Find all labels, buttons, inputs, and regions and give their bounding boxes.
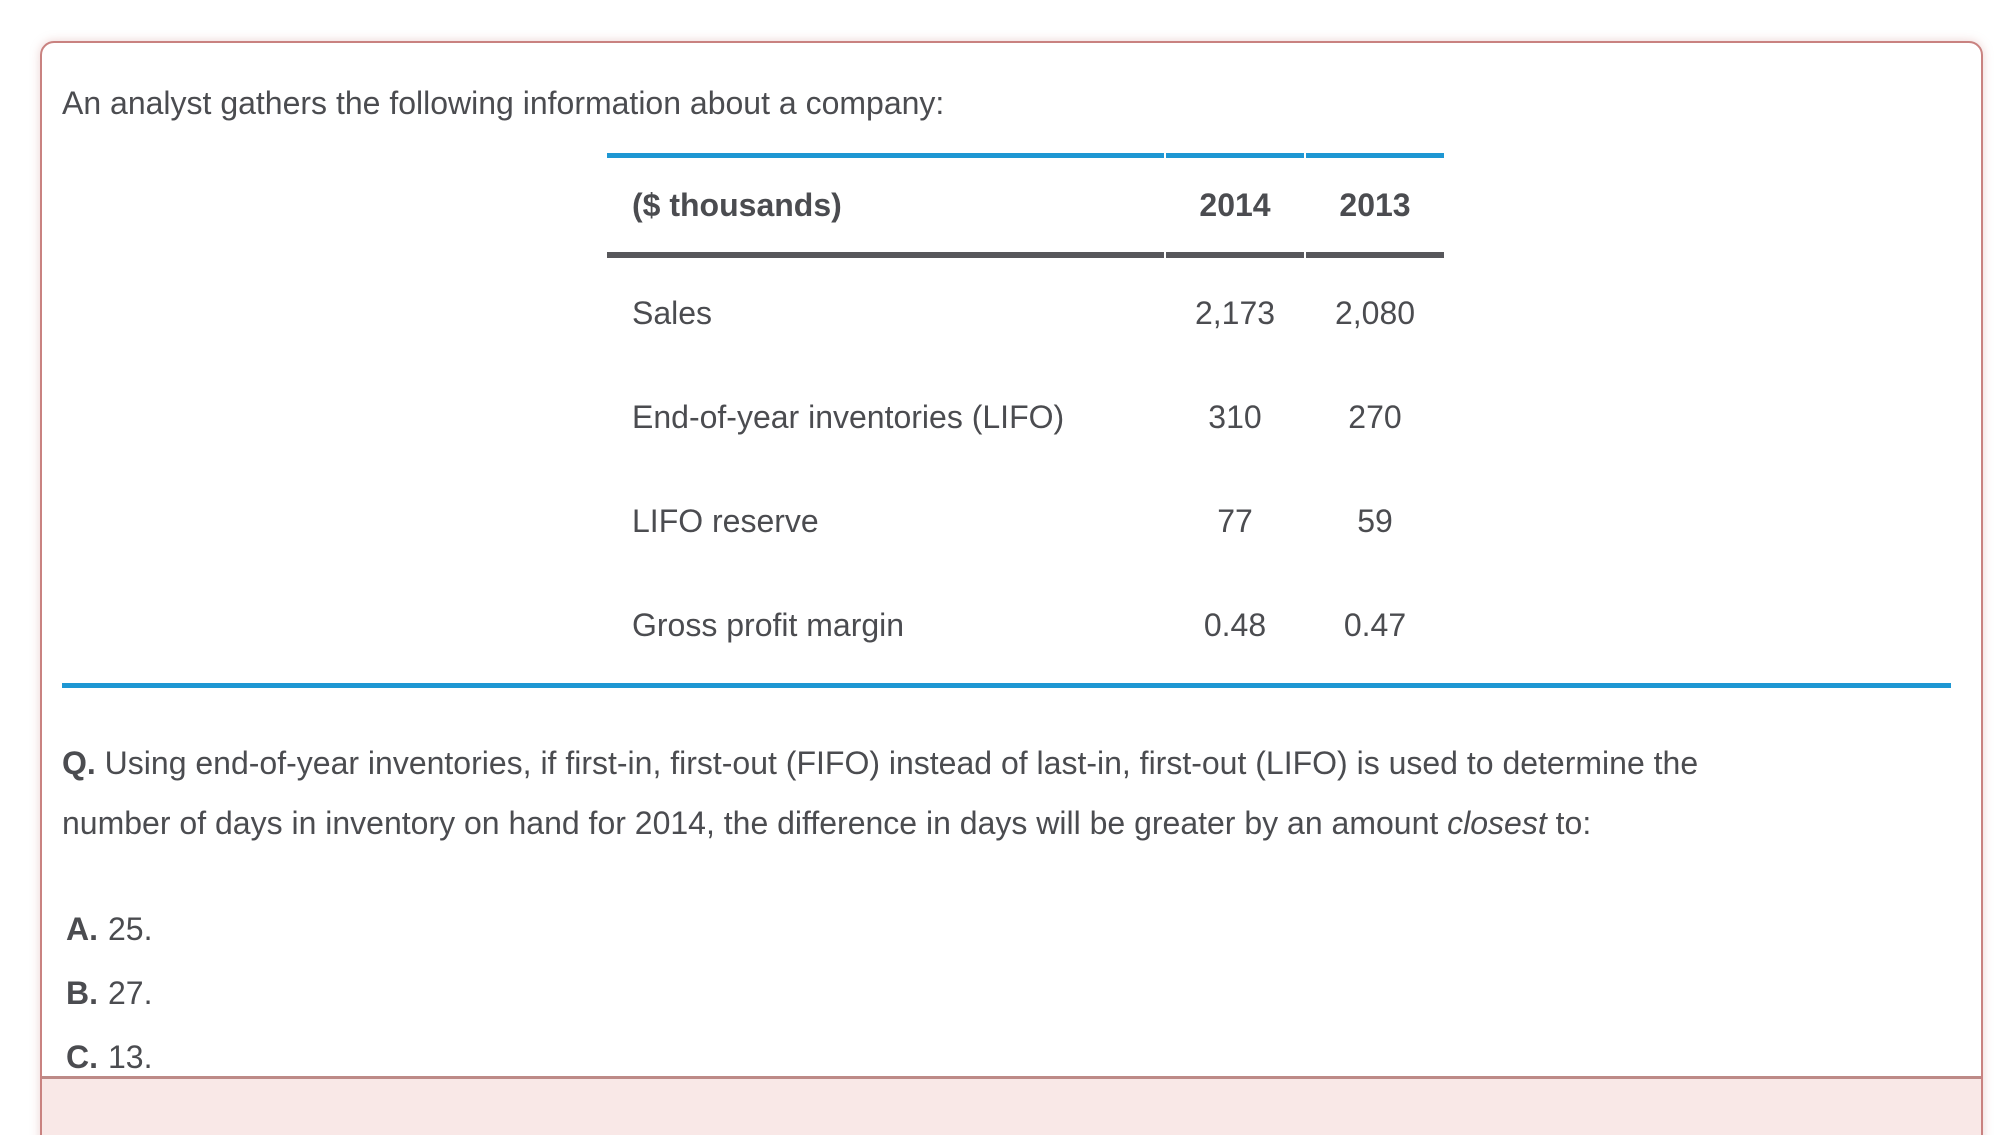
row-value-2013: 270 xyxy=(1348,399,1402,435)
question-line-2: number of days in inventory on hand for … xyxy=(62,793,1951,853)
row-label: Gross profit margin xyxy=(632,607,905,643)
option-letter: B. xyxy=(66,975,98,1011)
table-row: Sales 2,173 2,080 xyxy=(607,258,1444,362)
table-header-2014: 2014 xyxy=(1166,153,1304,258)
answer-option-a[interactable]: A. 25. xyxy=(66,909,1981,949)
table-row: LIFO reserve 77 59 xyxy=(607,466,1444,570)
row-value-2013: 0.47 xyxy=(1343,607,1407,643)
option-letter: C. xyxy=(66,1039,98,1075)
intro-text: An analyst gathers the following informa… xyxy=(62,85,945,121)
table-header-units: ($ thousands) xyxy=(607,153,1164,258)
row-value-2014: 2,173 xyxy=(1194,295,1276,331)
option-text: 27. xyxy=(108,975,153,1011)
option-text: 13. xyxy=(108,1039,153,1075)
emphasis-word: closest xyxy=(1447,805,1547,841)
answer-options: A. 25. B. 27. C. 13. xyxy=(66,909,1981,1077)
row-value-2013: 59 xyxy=(1357,503,1393,539)
financial-table: ($ thousands) 2014 2013 Sales 2,173 2,08… xyxy=(605,153,1446,674)
row-label: End-of-year inventories (LIFO) xyxy=(632,399,1065,435)
table-header-2013: 2013 xyxy=(1306,153,1444,258)
row-value-2013: 2,080 xyxy=(1334,295,1416,331)
row-value-2014: 310 xyxy=(1208,399,1262,435)
section-divider-rule xyxy=(62,683,1951,688)
answer-option-b[interactable]: B. 27. xyxy=(66,973,1981,1013)
question-label: Q. xyxy=(62,745,96,781)
answer-option-c[interactable]: C. 13. xyxy=(66,1037,1981,1077)
row-label: Sales xyxy=(632,295,713,331)
table-row: Gross profit margin 0.48 0.47 xyxy=(607,570,1444,674)
question-card: An analyst gathers the following informa… xyxy=(40,41,1983,1135)
row-value-2014: 0.48 xyxy=(1203,607,1267,643)
option-letter: A. xyxy=(66,911,98,947)
question-line-2-tail: to: xyxy=(1546,805,1592,841)
question-text: Q. Using end-of-year inventories, if fir… xyxy=(62,733,1951,853)
row-label: LIFO reserve xyxy=(632,503,819,539)
answer-feedback-panel xyxy=(42,1076,1981,1135)
question-line-1: Q. Using end-of-year inventories, if fir… xyxy=(62,733,1951,793)
table-header-row: ($ thousands) 2014 2013 xyxy=(607,153,1444,258)
question-line-2-text: number of days in inventory on hand for … xyxy=(62,805,1448,841)
row-value-2014: 77 xyxy=(1217,503,1253,539)
table-row: End-of-year inventories (LIFO) 310 270 xyxy=(607,362,1444,466)
option-text: 25. xyxy=(108,911,153,947)
question-line-1-text: Using end-of-year inventories, if first-… xyxy=(95,745,1699,781)
